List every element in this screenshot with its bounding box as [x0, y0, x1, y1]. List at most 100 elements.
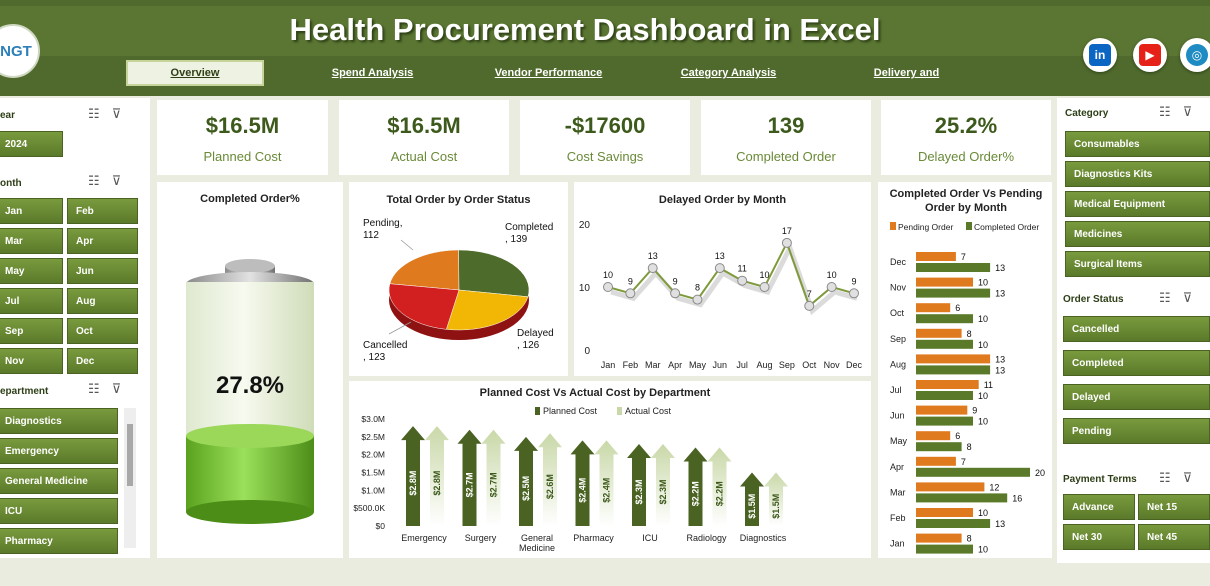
bar-planned-cost-general-medicine[interactable] — [514, 436, 538, 526]
scrollbar-thumb[interactable] — [127, 424, 133, 486]
tab-spend-analysis[interactable]: Spend Analysis — [331, 67, 414, 79]
data-point[interactable] — [670, 288, 681, 299]
bar-actual-cost-emergency[interactable] — [425, 426, 449, 526]
month-option-jul[interactable]: Jul — [0, 288, 63, 314]
order-status-option-pending[interactable]: Pending — [1063, 418, 1210, 444]
data-point[interactable] — [692, 294, 703, 305]
bar-actual-cost-pharmacy[interactable] — [594, 440, 619, 526]
department-option-icu[interactable]: ICU — [0, 498, 118, 524]
order-status-option-cancelled[interactable]: Cancelled — [1063, 316, 1210, 342]
bar-pending-order-oct[interactable] — [916, 303, 951, 313]
multiselect-icon[interactable]: ☷ — [88, 381, 112, 396]
website-button[interactable]: ◎ — [1180, 38, 1210, 72]
data-point[interactable] — [804, 300, 815, 311]
data-point[interactable] — [826, 282, 837, 292]
category-option-medicines[interactable]: Medicines — [1065, 221, 1210, 247]
bar-completed-order-feb[interactable] — [916, 519, 991, 528]
pie-slice-completed[interactable] — [458, 249, 530, 298]
data-point[interactable] — [647, 263, 658, 274]
month-option-feb[interactable]: Feb — [67, 198, 138, 224]
bar-pending-order-dec[interactable] — [916, 252, 956, 261]
order-status-option-delayed[interactable]: Delayed — [1063, 384, 1210, 410]
month-option-may[interactable]: May — [0, 258, 63, 284]
pie-slice-cancelled[interactable] — [388, 283, 460, 330]
clear-filter-icon[interactable]: ⊽ — [1182, 290, 1205, 305]
bar-planned-cost-surgery[interactable] — [457, 429, 482, 526]
bar-completed-order-oct[interactable] — [916, 314, 973, 324]
pie-slice-delayed[interactable] — [445, 289, 529, 331]
data-point[interactable] — [849, 288, 859, 299]
bar-completed-order-apr[interactable] — [916, 467, 1030, 477]
bar-actual-cost-radiology[interactable] — [707, 447, 732, 526]
month-option-jan[interactable]: Jan — [0, 198, 63, 224]
category-option-consumables[interactable]: Consumables — [1065, 131, 1210, 157]
bar-planned-cost-pharmacy[interactable] — [570, 440, 595, 526]
month-option-apr[interactable]: Apr — [67, 228, 138, 254]
bar-actual-cost-general-medicine[interactable] — [538, 433, 562, 526]
year-option[interactable]: 2024 — [0, 131, 63, 157]
bar-actual-cost-diagnostics[interactable] — [764, 472, 788, 527]
bar-pending-order-mar[interactable] — [916, 482, 985, 492]
bar-pending-order-jan[interactable] — [916, 533, 962, 543]
bar-planned-cost-diagnostics[interactable] — [740, 472, 764, 527]
multiselect-icon[interactable]: ☷ — [88, 106, 112, 121]
data-point[interactable] — [781, 237, 792, 248]
bar-completed-order-dec[interactable] — [916, 263, 991, 272]
bar-pending-order-nov[interactable] — [916, 277, 973, 287]
month-option-mar[interactable]: Mar — [0, 228, 63, 254]
multiselect-icon[interactable]: ☷ — [1159, 290, 1183, 305]
bar-pending-order-sep[interactable] — [916, 328, 962, 338]
month-option-aug[interactable]: Aug — [67, 288, 138, 314]
bar-completed-order-mar[interactable] — [916, 493, 1008, 503]
bar-pending-order-feb[interactable] — [916, 508, 973, 517]
bar-pending-order-may[interactable] — [916, 431, 951, 441]
bar-completed-order-sep[interactable] — [916, 339, 973, 349]
bar-planned-cost-emergency[interactable] — [401, 426, 425, 526]
order-status-option-completed[interactable]: Completed — [1063, 350, 1210, 376]
bar-completed-order-jan[interactable] — [916, 544, 973, 554]
month-option-dec[interactable]: Dec — [67, 348, 138, 374]
category-option-medical-equipment[interactable]: Medical Equipment — [1065, 191, 1210, 217]
pie-slice-pending[interactable] — [389, 249, 460, 291]
clear-filter-icon[interactable]: ⊽ — [111, 381, 134, 396]
bar-pending-order-jun[interactable] — [916, 405, 968, 415]
bar-actual-cost-icu[interactable] — [651, 443, 675, 526]
clear-filter-icon[interactable]: ⊽ — [111, 106, 134, 121]
bar-pending-order-aug[interactable] — [916, 354, 991, 364]
month-option-jun[interactable]: Jun — [67, 258, 138, 284]
month-option-sep[interactable]: Sep — [0, 318, 63, 344]
bar-actual-cost-surgery[interactable] — [481, 429, 506, 526]
bar-completed-order-may[interactable] — [916, 442, 962, 452]
data-point[interactable] — [714, 263, 725, 274]
bar-pending-order-jul[interactable] — [916, 380, 979, 389]
category-option-surgical-items[interactable]: Surgical Items — [1065, 251, 1210, 277]
bar-completed-order-aug[interactable] — [916, 365, 991, 375]
clear-filter-icon[interactable]: ⊽ — [1182, 104, 1205, 119]
month-option-nov[interactable]: Nov — [0, 348, 63, 374]
payment-term-option-net-15[interactable]: Net 15 — [1138, 494, 1210, 520]
multiselect-icon[interactable]: ☷ — [1159, 470, 1183, 485]
multiselect-icon[interactable]: ☷ — [1159, 104, 1183, 119]
payment-term-option-net-45[interactable]: Net 45 — [1138, 524, 1210, 550]
data-point[interactable] — [737, 275, 748, 286]
tab-category-analysis[interactable]: Category Analysis — [680, 67, 777, 79]
payment-term-option-net-30[interactable]: Net 30 — [1063, 524, 1135, 550]
payment-term-option-advance[interactable]: Advance — [1063, 494, 1135, 520]
data-point[interactable] — [625, 288, 636, 299]
bar-completed-order-jun[interactable] — [916, 416, 973, 426]
department-option-pharmacy[interactable]: Pharmacy — [0, 528, 118, 554]
department-option-general-medicine[interactable]: General Medicine — [0, 468, 118, 494]
bar-planned-cost-radiology[interactable] — [683, 447, 708, 526]
category-option-diagnostics-kits[interactable]: Diagnostics Kits — [1065, 161, 1210, 187]
department-option-emergency[interactable]: Emergency — [0, 438, 118, 464]
tab-overview[interactable]: Overview — [126, 60, 264, 86]
data-point[interactable] — [603, 282, 613, 292]
department-option-diagnostics[interactable]: Diagnostics — [0, 408, 118, 434]
youtube-button[interactable]: ▶ — [1133, 38, 1167, 72]
bar-planned-cost-icu[interactable] — [627, 443, 651, 526]
tab-delivery[interactable]: Delivery and — [873, 67, 940, 79]
clear-filter-icon[interactable]: ⊽ — [111, 173, 134, 188]
month-option-oct[interactable]: Oct — [67, 318, 138, 344]
data-point[interactable] — [759, 282, 770, 292]
multiselect-icon[interactable]: ☷ — [88, 173, 112, 188]
